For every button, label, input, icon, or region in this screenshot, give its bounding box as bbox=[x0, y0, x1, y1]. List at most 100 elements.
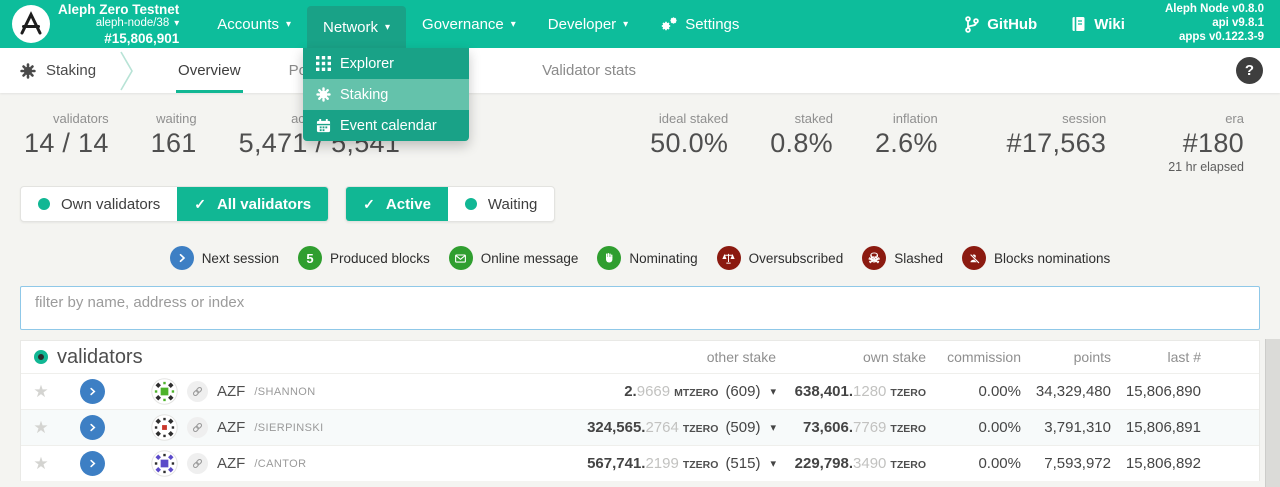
waiting-button[interactable]: Waiting bbox=[448, 187, 554, 221]
tab-bar: Staking Overview Pools Validator stats ? bbox=[0, 48, 1280, 93]
aleph-zero-logo-icon bbox=[12, 5, 50, 43]
chevron-down-icon: ▾ bbox=[174, 19, 179, 29]
check-icon: ✓ bbox=[194, 196, 206, 213]
user-slash-icon bbox=[962, 246, 986, 270]
radio-dot-icon bbox=[38, 198, 50, 210]
count-badge: 5 bbox=[298, 246, 322, 270]
validator-scope-group: Own validators ✓ All validators bbox=[20, 186, 329, 222]
chevron-right-icon bbox=[170, 246, 194, 270]
other-stake-cell: 324,565.2764 TZERO (509) ▾ bbox=[446, 419, 776, 436]
staking-summary: validators 14 / 14 waiting 161 active / … bbox=[0, 93, 1280, 174]
identicon[interactable] bbox=[151, 378, 178, 405]
link-icon[interactable] bbox=[187, 381, 208, 402]
radio-dot-icon bbox=[465, 198, 477, 210]
validator-name[interactable]: AZF bbox=[217, 419, 245, 436]
status-legend: Next session 5 Produced blocks Online me… bbox=[0, 246, 1280, 270]
summary-session: session #17,563 bbox=[1007, 111, 1107, 174]
tab-overview[interactable]: Overview bbox=[154, 48, 265, 93]
points-cell: 3,791,310 bbox=[1021, 419, 1111, 436]
filter-input[interactable] bbox=[20, 286, 1260, 330]
favorite-star-icon[interactable]: ★ bbox=[21, 418, 61, 438]
calendar-icon bbox=[316, 118, 331, 133]
node-version: Aleph Node v0.8.0 bbox=[1165, 3, 1264, 17]
scrollbar[interactable] bbox=[1265, 339, 1280, 487]
wiki-link[interactable]: Wiki bbox=[1057, 16, 1139, 33]
own-stake-cell: 229,798.3490 TZERO bbox=[776, 455, 926, 472]
top-bar: Aleph Zero Testnet aleph-node/38 ▾ #15,8… bbox=[0, 0, 1280, 48]
nav-accounts[interactable]: Accounts ▾ bbox=[201, 0, 307, 48]
node-selector[interactable]: aleph-node/38 ▾ bbox=[58, 17, 179, 30]
active-button[interactable]: ✓ Active bbox=[346, 187, 448, 221]
grid-icon bbox=[316, 56, 331, 71]
nav-network[interactable]: Network ▾ bbox=[307, 6, 406, 48]
commission-cell: 0.00% bbox=[926, 383, 1021, 400]
nav-developer[interactable]: Developer ▾ bbox=[532, 0, 644, 48]
tab-validator-stats[interactable]: Validator stats bbox=[518, 48, 660, 93]
summary-inflation: inflation 2.6% bbox=[875, 111, 938, 159]
legend-nominating: Nominating bbox=[597, 246, 697, 270]
validator-name[interactable]: AZF bbox=[217, 455, 245, 472]
best-block-number: #15,806,901 bbox=[58, 31, 179, 47]
last-block-cell: 15,806,892 bbox=[1111, 455, 1201, 472]
col-points: points bbox=[1021, 349, 1111, 365]
menu-item-explorer[interactable]: Explorer bbox=[303, 48, 469, 79]
next-session-badge[interactable] bbox=[80, 415, 105, 440]
section-title: Staking bbox=[20, 62, 96, 79]
next-session-badge[interactable] bbox=[80, 379, 105, 404]
validator-name[interactable]: AZF bbox=[217, 383, 245, 400]
next-session-badge[interactable] bbox=[80, 451, 105, 476]
help-button[interactable]: ? bbox=[1236, 57, 1263, 84]
own-stake-cell: 638,401.1280 TZERO bbox=[776, 383, 926, 400]
summary-staked: staked 0.8% bbox=[770, 111, 833, 159]
link-icon[interactable] bbox=[187, 453, 208, 474]
identicon[interactable] bbox=[151, 414, 178, 441]
legend-oversubscribed: Oversubscribed bbox=[717, 246, 844, 270]
menu-item-staking[interactable]: Staking bbox=[303, 79, 469, 110]
last-block-cell: 15,806,891 bbox=[1111, 419, 1201, 436]
points-cell: 7,593,972 bbox=[1021, 455, 1111, 472]
validator-state-group: ✓ Active Waiting bbox=[345, 186, 555, 222]
all-validators-button[interactable]: ✓ All validators bbox=[177, 187, 328, 221]
table-row: ★ bbox=[21, 409, 1259, 445]
summary-group-epoch: session #17,563 era #180 21 hr elapsed bbox=[1007, 111, 1244, 174]
nav-governance[interactable]: Governance ▾ bbox=[406, 0, 532, 48]
own-validators-button[interactable]: Own validators bbox=[21, 187, 177, 221]
favorite-star-icon[interactable]: ★ bbox=[21, 454, 61, 474]
legend-online-message: Online message bbox=[449, 246, 579, 270]
points-cell: 34,329,480 bbox=[1021, 383, 1111, 400]
skull-icon: ☠ bbox=[862, 246, 886, 270]
validator-sub-name: /CANTOR bbox=[254, 458, 306, 470]
link-icon[interactable] bbox=[187, 417, 208, 438]
staking-seal-icon bbox=[316, 87, 331, 102]
envelope-icon bbox=[449, 246, 473, 270]
other-stake-cell: 567,741.2199 TZERO (515) ▾ bbox=[446, 455, 776, 472]
validators-table: validators other stake own stake commiss… bbox=[20, 340, 1260, 481]
identicon[interactable] bbox=[151, 450, 178, 477]
col-own-stake: own stake bbox=[776, 349, 926, 365]
api-version: api v9.8.1 bbox=[1165, 17, 1264, 31]
brand[interactable]: Aleph Zero Testnet aleph-node/38 ▾ #15,8… bbox=[12, 2, 179, 46]
menu-item-event-calendar[interactable]: Event calendar bbox=[303, 110, 469, 141]
table-row: ★ bbox=[21, 373, 1259, 409]
legend-next-session: Next session bbox=[170, 246, 279, 270]
commission-cell: 0.00% bbox=[926, 455, 1021, 472]
apps-version: apps v0.122.3-9 bbox=[1165, 31, 1264, 45]
chevron-down-icon: ▾ bbox=[286, 20, 291, 30]
network-dropdown-menu: Explorer Staking E bbox=[303, 48, 469, 141]
chevron-down-icon: ▾ bbox=[623, 20, 628, 30]
chevron-down-icon: ▾ bbox=[385, 23, 390, 33]
era-elapsed: 21 hr elapsed bbox=[1168, 160, 1244, 174]
staking-seal-icon bbox=[20, 63, 36, 79]
external-links: GitHub Wiki bbox=[951, 16, 1139, 33]
nav-settings[interactable]: Settings bbox=[644, 0, 755, 48]
git-branch-icon bbox=[965, 16, 979, 33]
favorite-star-icon[interactable]: ★ bbox=[21, 382, 61, 402]
legend-slashed: ☠ Slashed bbox=[862, 246, 943, 270]
last-block-cell: 15,806,890 bbox=[1111, 383, 1201, 400]
chain-name: Aleph Zero Testnet bbox=[58, 2, 179, 18]
validator-sub-name: /SHANNON bbox=[254, 386, 315, 398]
legend-blocks-nominations: Blocks nominations bbox=[962, 246, 1110, 270]
github-link[interactable]: GitHub bbox=[951, 16, 1051, 33]
chevron-down-icon: ▾ bbox=[511, 20, 516, 30]
table-header: validators other stake own stake commiss… bbox=[21, 341, 1259, 373]
